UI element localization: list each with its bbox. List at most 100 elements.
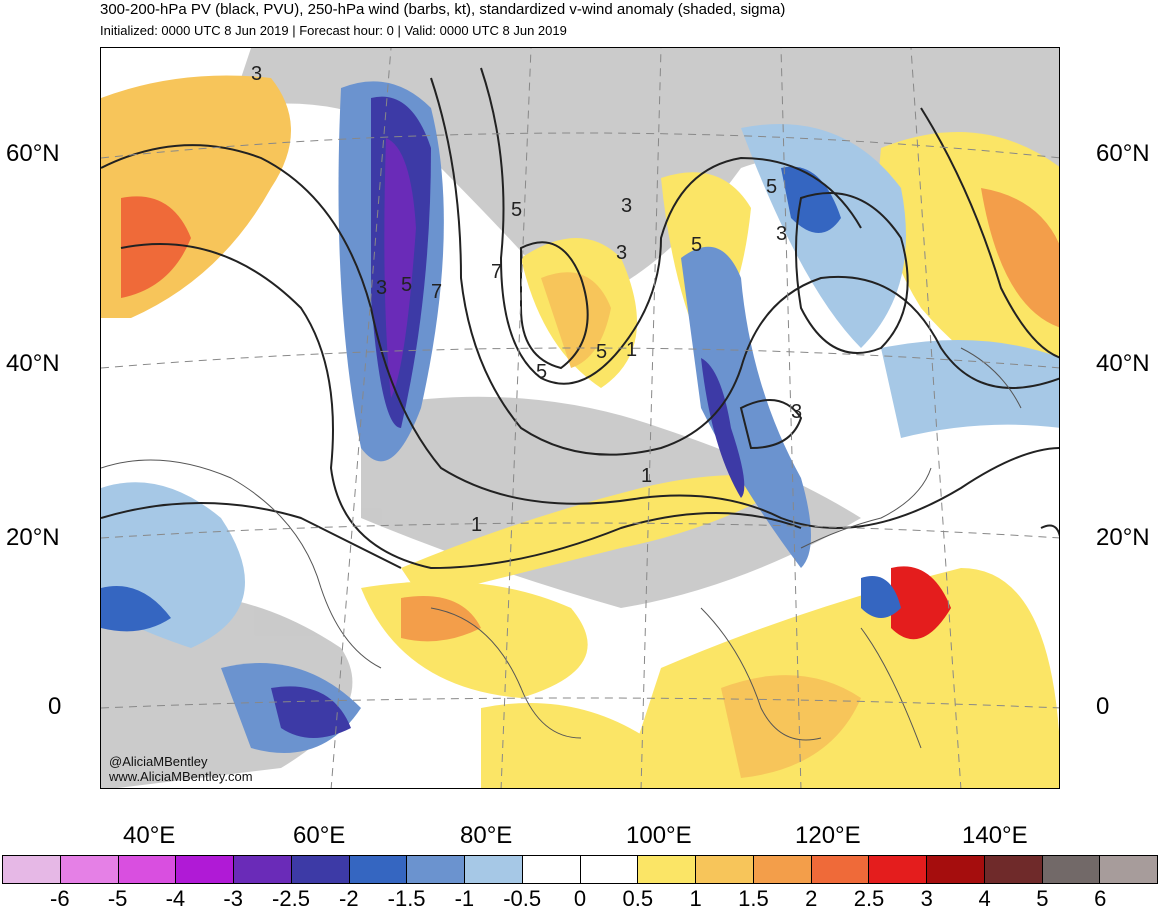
- colorbar-tick-label: -1.5: [387, 886, 426, 911]
- colorbar-swatch: [811, 856, 870, 883]
- contour-label: 3: [616, 242, 627, 264]
- shade-red-se: [891, 566, 951, 640]
- colorbar-swatch: [118, 856, 177, 883]
- pv-contour-5: [520, 241, 589, 370]
- contour-label: 7: [431, 281, 442, 303]
- grid-lat-0: [101, 697, 1059, 709]
- colorbar-swatch: [3, 856, 61, 883]
- colorbar-tick-label: 1: [689, 886, 702, 911]
- pv-contour-6: [739, 399, 803, 450]
- contour-label: 5: [766, 176, 777, 198]
- chart-title: 300-200-hPa PV (black, PVU), 250-hPa win…: [100, 1, 786, 18]
- grid-lat-40: [101, 347, 1059, 369]
- contour-label: 5: [691, 234, 702, 256]
- shade-yellow-se: [621, 568, 1059, 788]
- contour-label: 5: [401, 274, 412, 296]
- colorbar-swatch: [407, 856, 465, 883]
- shade-purple-west: [384, 138, 416, 398]
- lon-label-40e: 40°E: [123, 822, 176, 849]
- contour-label: 7: [491, 261, 502, 283]
- lat-label-right-20: 20°N: [1096, 524, 1150, 551]
- lat-label-right-60: 60°N: [1096, 140, 1150, 167]
- grid-lon-60: [330, 48, 392, 788]
- lon-label-120e: 120°E: [795, 822, 861, 849]
- lon-label-80e: 80°E: [460, 822, 513, 849]
- colorbar-swatch: [1100, 856, 1157, 883]
- colorbar-swatch: [176, 856, 234, 883]
- shade-orange-sw: [401, 596, 481, 642]
- shade-blue-ne: [741, 124, 906, 348]
- contour-label: 1: [641, 465, 652, 487]
- colorbar-tick-label: 5: [1036, 886, 1049, 911]
- contour-label: 5: [596, 341, 607, 363]
- grid-lon-100: [640, 48, 662, 788]
- contour-label: 3: [621, 195, 632, 217]
- colorbar-tick-label: 0.5: [622, 886, 654, 911]
- grid-lat-20: [101, 522, 1059, 539]
- pv-contour-2: [120, 243, 802, 570]
- shade-gray-north: [231, 48, 1059, 308]
- colorbar-labels: -6 -5 -4 -3 -2.5 -2 -1.5 -1 -0.5 0 0.5 1 1.5 2 2.5 3 4 5 6: [0, 887, 1160, 913]
- chart-subtitle: Initialized: 0000 UTC 8 Jun 2019 | Forec…: [100, 23, 567, 38]
- lat-label-left-60: 60°N: [6, 140, 60, 167]
- contour-label: 3: [776, 223, 787, 245]
- watermark-site: www.AliciaMBentley.com: [109, 769, 253, 784]
- coast-3: [700, 607, 822, 741]
- lon-label-60e: 60°E: [293, 822, 346, 849]
- lat-label-left-20: 20°N: [6, 524, 60, 551]
- colorbar-swatch: [638, 856, 696, 883]
- grid-lon-140: [910, 48, 962, 788]
- colorbar-tick-label: -0.5: [503, 886, 542, 911]
- colorbar-swatch: [753, 856, 812, 883]
- pv-contour-8: [920, 107, 1059, 359]
- coast-5: [860, 627, 922, 749]
- contour-label: 1: [626, 339, 637, 361]
- colorbar-tick-label: -6: [50, 886, 70, 911]
- shade-blue-sw-core: [101, 586, 171, 632]
- colorbar-swatch: [927, 856, 985, 883]
- shade-blue-east: [881, 340, 1059, 438]
- colorbar-swatch: [1042, 856, 1101, 883]
- contour-label: 1: [471, 514, 482, 536]
- colorbar-tick-label: -1: [454, 886, 475, 911]
- shade-orange-c: [541, 272, 611, 368]
- colorbar-tick-label: 0: [573, 886, 587, 911]
- shade-purple-arabia: [271, 686, 351, 738]
- coast-6: [960, 347, 1022, 409]
- lat-label-left-0: 0: [48, 693, 62, 720]
- colorbar-tick-label: 1.5: [738, 886, 769, 911]
- colorbar-swatch: [522, 856, 581, 883]
- colorbar-tick-label: -5: [107, 886, 128, 911]
- contour-label: 3: [791, 401, 802, 423]
- grid-lat-60: [101, 132, 1059, 159]
- coast-2: [430, 607, 582, 739]
- shade-orange-se: [721, 675, 861, 778]
- colorbar-tick-label: 4: [978, 886, 991, 911]
- grid-lon-120: [780, 48, 802, 788]
- lat-label-left-40: 40°N: [6, 350, 60, 377]
- shade-orange-ne: [981, 188, 1059, 328]
- contour-label: 3: [376, 277, 387, 299]
- shade-blue-mid-core: [701, 358, 745, 498]
- lat-label-right-40: 40°N: [1096, 350, 1150, 377]
- colorbar-swatch: [234, 856, 292, 883]
- pv-contour-3: [430, 77, 1059, 456]
- shade-yellow-ind: [481, 703, 661, 788]
- colorbar: [2, 855, 1158, 884]
- contour-label: 5: [511, 199, 522, 221]
- pv-contour-1: [101, 144, 1059, 529]
- shade-blue-mid: [681, 246, 811, 568]
- watermark-handle: @AliciaMBentley: [109, 754, 208, 769]
- lon-label-140e: 140°E: [962, 822, 1028, 849]
- colorbar-swatch: [869, 856, 927, 883]
- coast-4: [800, 467, 932, 549]
- lat-label-right-0: 0: [1096, 693, 1110, 720]
- shade-red-nw: [121, 196, 191, 298]
- colorbar-swatch: [60, 856, 119, 883]
- colorbar-swatch: [291, 856, 350, 883]
- colorbar-tick-label: -3: [223, 886, 243, 911]
- colorbar-tick-label: 6: [1094, 886, 1107, 911]
- pv-contour-7: [795, 192, 909, 354]
